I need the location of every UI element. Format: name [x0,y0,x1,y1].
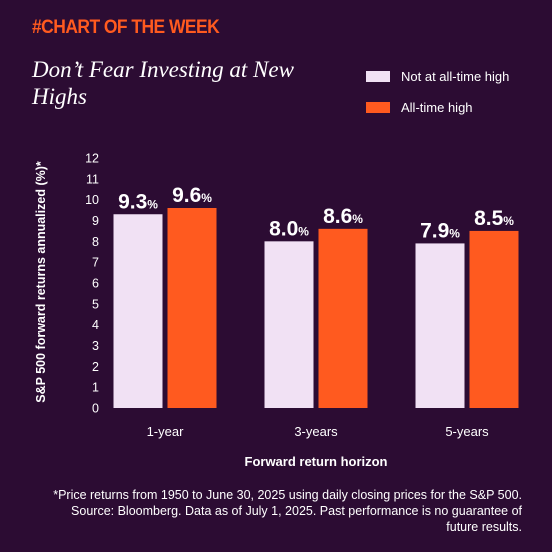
y-tick-label: 0 [92,402,99,416]
data-label-value: 7.9 [420,219,449,242]
data-label-value: 9.6 [172,184,201,207]
legend-label-ath: All-time high [401,99,473,115]
x-tick-label: 5-years [445,424,489,439]
footnote: *Price returns from 1950 to June 30, 202… [53,488,522,534]
bar-not-ath-3-years [264,241,314,408]
y-tick-label: 6 [92,277,99,291]
data-label: 8.5% [474,207,514,230]
x-axis-ticks: 1-year 3-years 5-years [147,424,490,439]
legend-swatch-ath [366,101,390,113]
data-label-value: 8.5 [474,207,504,230]
y-tick-label: 8 [92,235,99,249]
data-label-value: 8.0 [269,217,298,240]
data-label-unit: % [298,224,309,238]
legend-swatch-not-ath [366,70,390,82]
y-tick-label: 11 [86,172,99,186]
y-tick-label: 12 [85,152,99,166]
bars: 9.3% 9.6%8.0%8.6%7.9%8.5% [113,184,519,408]
x-tick-label: 3-years [294,424,338,439]
data-label-unit: % [503,214,514,228]
y-tick-label: 9 [92,214,99,228]
bar-ath-5-years [469,230,519,408]
data-label: 9.6% [172,184,212,207]
data-label-unit: % [352,212,363,226]
data-label-unit: % [147,197,158,211]
data-label: 8.6% [323,205,363,228]
data-label-value: 9.3 [118,190,147,213]
y-tick-label: 2 [92,360,99,374]
chart-kicker: #CHART OF THE WEEK [32,17,220,38]
bar-not-ath-5-years [415,243,465,408]
y-tick-label: 3 [92,339,99,353]
bar-ath-1-year [167,208,217,408]
bar-not-ath-1-year [113,214,163,408]
chart-title: Don’t Fear Investing at New Highs [32,57,294,109]
legend-item-ath: All-time high [366,98,509,116]
y-tick-label: 7 [92,256,99,270]
x-tick-label: 1-year [147,424,185,439]
data-label: 7.9% [420,219,460,242]
chart-legend: Not at all-time high All-time high [366,67,509,129]
y-tick-label: 1 [92,381,99,395]
data-label: 9.3% [118,190,158,213]
legend-label-not-ath: Not at all-time high [401,68,510,84]
y-tick-label: 4 [92,318,99,332]
y-tick-label: 5 [92,297,99,311]
legend-item-not-ath: Not at all-time high [366,67,509,85]
data-label-unit: % [449,226,460,240]
x-axis-label: Forward return horizon [245,454,388,469]
y-tick-label: 10 [85,193,99,207]
data-label: 8.0% [269,217,309,240]
bar-ath-3-years [318,228,368,408]
y-axis-label: S&P 500 forward returns annualized (%)* [34,161,48,403]
data-label-value: 8.6 [323,205,352,228]
data-label-unit: % [201,191,212,205]
